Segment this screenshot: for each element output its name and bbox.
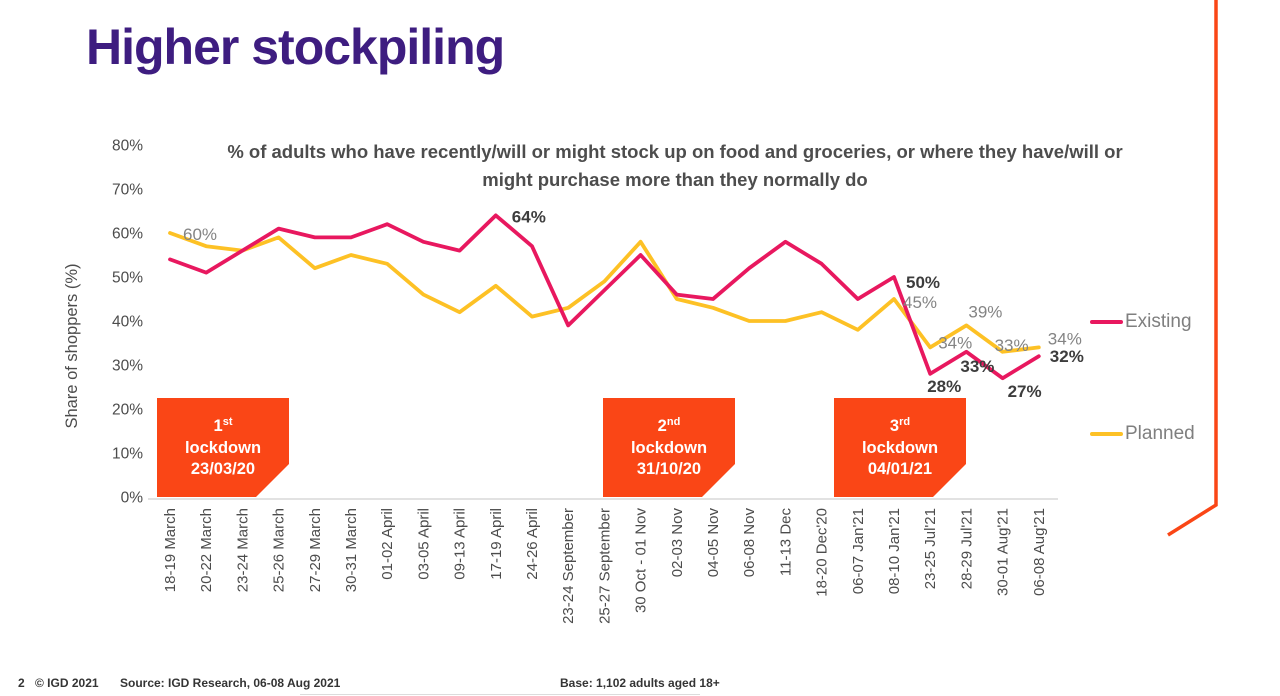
lockdown-date: 31/10/20 bbox=[637, 460, 701, 478]
lockdown-label: lockdown bbox=[185, 439, 261, 457]
page-number: 2 bbox=[18, 676, 25, 690]
lockdown-annotation-box bbox=[603, 398, 735, 497]
y-tick-label: 40% bbox=[112, 314, 143, 331]
x-tick-label: 08-10 Jan'21 bbox=[886, 508, 903, 594]
x-tick-label: 23-25 Jul'21 bbox=[922, 508, 939, 589]
y-tick-label: 60% bbox=[112, 226, 143, 243]
x-tick-label: 18-19 March bbox=[162, 508, 179, 592]
lockdown-date: 04/01/21 bbox=[868, 460, 932, 478]
x-tick-label: 03-05 April bbox=[415, 508, 432, 580]
data-label-planned: 34% bbox=[938, 333, 972, 352]
legend-label-existing: Existing bbox=[1125, 311, 1192, 332]
x-tick-label: 11-13 Dec bbox=[777, 508, 794, 577]
x-tick-label: 25-27 September bbox=[596, 508, 613, 624]
series-line-existing bbox=[168, 213, 1041, 381]
x-tick-label: 20-22 March bbox=[198, 508, 215, 592]
legend-item-existing: Existing bbox=[1090, 310, 1192, 334]
y-tick-label: 20% bbox=[112, 402, 143, 419]
y-tick-label: 50% bbox=[112, 270, 143, 287]
x-tick-label: 23-24 March bbox=[234, 508, 251, 592]
x-tick-label: 18-20 Dec'20 bbox=[814, 508, 831, 597]
x-tick-label: 04-05 Nov bbox=[705, 508, 722, 578]
lockdown-label: lockdown bbox=[631, 439, 707, 457]
y-tick-label: 10% bbox=[112, 446, 143, 463]
data-label-existing: 64% bbox=[512, 207, 546, 226]
legend-item-planned: Planned bbox=[1090, 422, 1195, 446]
lockdown-date: 23/03/20 bbox=[191, 460, 255, 478]
base-note: Base: 1,102 adults aged 18+ bbox=[560, 676, 720, 690]
existing-line-swatch bbox=[1090, 320, 1123, 324]
x-tick-label: 06-07 Jan'21 bbox=[850, 508, 867, 594]
planned-line-swatch bbox=[1090, 432, 1123, 436]
lockdown-ordinal: 2nd bbox=[658, 416, 681, 435]
data-label-existing: 28% bbox=[927, 377, 961, 396]
lockdown-label: lockdown bbox=[862, 439, 938, 457]
corner-decoration-line bbox=[1167, 0, 1218, 537]
data-label-planned: 39% bbox=[968, 302, 1002, 321]
x-tick-label: 17-19 April bbox=[488, 508, 505, 580]
lockdown-ordinal: 3rd bbox=[890, 416, 910, 435]
x-tick-label: 01-02 April bbox=[379, 508, 396, 580]
y-tick-label: 0% bbox=[121, 490, 144, 507]
source-note: Source: IGD Research, 06-08 Aug 2021 bbox=[120, 676, 341, 690]
x-tick-label: 02-03 Nov bbox=[669, 508, 686, 578]
lockdown-annotation-box bbox=[157, 398, 289, 497]
data-label-planned: 34% bbox=[1048, 329, 1082, 348]
x-tick-label: 27-29 March bbox=[307, 508, 324, 592]
data-label-existing: 32% bbox=[1050, 347, 1084, 366]
y-tick-label: 30% bbox=[112, 358, 143, 375]
x-tick-label: 25-26 March bbox=[271, 508, 288, 592]
copyright-note: © IGD 2021 bbox=[35, 676, 99, 690]
data-label-existing: 27% bbox=[1008, 382, 1042, 401]
data-label-planned: 60% bbox=[183, 225, 217, 244]
data-label-existing: 50% bbox=[906, 273, 940, 292]
x-tick-label: 23-24 September bbox=[560, 508, 577, 624]
data-label-planned: 45% bbox=[903, 293, 937, 312]
x-tick-label: 06-08 Nov bbox=[741, 508, 758, 578]
data-label-existing: 33% bbox=[960, 357, 994, 376]
x-tick-label: 28-29 Jul'21 bbox=[958, 508, 975, 589]
chart-subtitle: % of adults who have recently/will or mi… bbox=[227, 141, 1123, 190]
y-tick-label: 70% bbox=[112, 182, 143, 199]
x-tick-label: 24-26 April bbox=[524, 508, 541, 580]
data-label-planned: 33% bbox=[995, 336, 1029, 355]
x-tick-label: 09-13 April bbox=[452, 508, 469, 580]
x-tick-label: 30 Oct - 01 Nov bbox=[633, 508, 650, 614]
lockdown-ordinal: 1st bbox=[214, 416, 233, 435]
lockdown-annotation-box bbox=[834, 398, 966, 497]
slide-title: Higher stockpiling bbox=[86, 19, 505, 75]
y-axis-title: Share of shoppers (%) bbox=[63, 263, 81, 428]
series-line-planned bbox=[168, 231, 1041, 354]
legend-label-planned: Planned bbox=[1125, 423, 1195, 444]
y-tick-label: 80% bbox=[112, 138, 143, 155]
x-tick-label: 06-08 Aug'21 bbox=[1031, 508, 1048, 596]
x-tick-label: 30-01 Aug'21 bbox=[995, 508, 1012, 596]
x-tick-label: 30-31 March bbox=[343, 508, 360, 592]
